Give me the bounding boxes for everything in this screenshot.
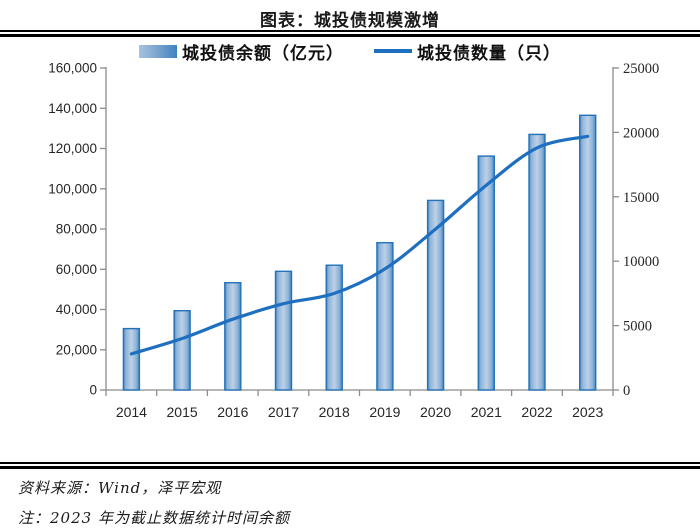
divider-thick-line — [0, 466, 700, 469]
x-axis-category-label: 2022 — [521, 404, 552, 420]
bar-2021 — [477, 155, 495, 391]
left-axis-tick-label: 60,000 — [56, 262, 97, 277]
combo-chart-plot: 0 20,000 40,000 60,000 80,000 100,000 120,000 1… — [48, 61, 659, 420]
x-axis-category-label: 2014 — [116, 404, 147, 420]
legend-label-bar-series: 城投债余额（亿元） — [182, 43, 344, 64]
bar-2019 — [376, 241, 394, 391]
right-axis-tick-label: 20000 — [623, 125, 659, 141]
bar-2016 — [224, 281, 242, 391]
right-axis-tick-label: 0 — [623, 383, 630, 399]
right-axis-tick-label: 25000 — [623, 61, 659, 77]
left-axis-tick-label: 160,000 — [48, 61, 97, 76]
bar-2018 — [325, 264, 343, 391]
left-axis-tick-label: 40,000 — [56, 302, 97, 317]
source-note: 资料来源：Wind，泽平宏观 — [18, 479, 222, 497]
legend-item-bar-series: 城投债余额（亿元） — [139, 39, 344, 64]
legend-item-line-series: 城投债数量（只） — [374, 39, 561, 64]
left-axis-tick-label: 20,000 — [56, 342, 97, 357]
bond-count-line — [129, 134, 590, 356]
bar-series-swatch-icon — [139, 44, 177, 58]
data-note: 注：2023 年为截止数据统计时间余额 — [18, 509, 290, 527]
right-axis-tick-label: 10000 — [623, 254, 659, 270]
chart-title: 图表：城投债规模激增 — [260, 11, 440, 31]
divider-thin-line — [0, 462, 700, 464]
chart-legend: 城投债余额（亿元） 城投债数量（只） — [0, 39, 700, 64]
divider-thick-line — [0, 34, 700, 37]
left-axis-tick-label: 80,000 — [56, 222, 97, 237]
title-divider — [0, 30, 700, 37]
x-axis-category-label: 2021 — [471, 404, 502, 420]
x-axis-category-label: 2016 — [217, 404, 248, 420]
left-axis-tick-label: 100,000 — [48, 181, 97, 196]
x-axis-category-label: 2015 — [167, 404, 198, 420]
footer-divider — [0, 462, 700, 469]
x-axis-category-label: 2020 — [420, 404, 451, 420]
bar-2014 — [122, 327, 141, 391]
right-axis-tick-label: 15000 — [623, 190, 659, 206]
bar-2017 — [274, 270, 293, 391]
x-axis-category-label: 2023 — [572, 404, 603, 420]
left-axis-tick-label: 0 — [89, 383, 97, 398]
left-axis-tick-label: 120,000 — [48, 141, 97, 156]
right-axis-tick-label: 5000 — [623, 319, 652, 335]
divider-thin-line — [0, 30, 700, 32]
divider-gap — [0, 32, 700, 34]
divider-gap — [0, 464, 700, 466]
x-axis-category-label: 2018 — [319, 404, 350, 420]
x-axis-category-label: 2017 — [268, 404, 299, 420]
line-series-swatch-icon — [374, 49, 412, 53]
bar-2022 — [528, 133, 546, 391]
bar-2023 — [579, 114, 597, 391]
x-axis-category-label: 2019 — [369, 404, 400, 420]
legend-label-line-series: 城投债数量（只） — [417, 43, 561, 64]
bar-2015 — [173, 309, 191, 391]
left-axis-tick-label: 140,000 — [48, 101, 97, 116]
bar-2020 — [426, 199, 445, 391]
